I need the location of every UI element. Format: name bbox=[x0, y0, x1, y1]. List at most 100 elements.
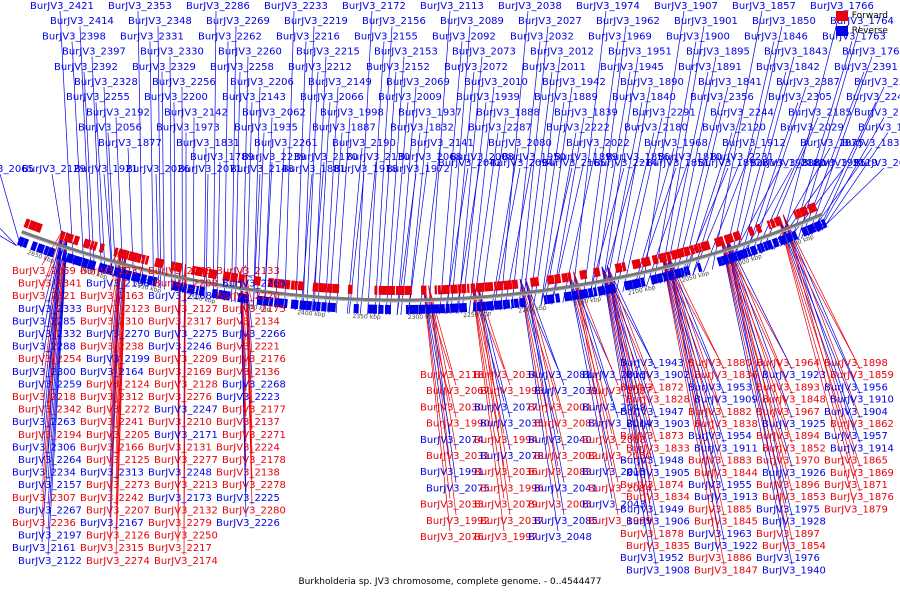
lower-left-gene-label: BurJV3_2333 bbox=[18, 304, 82, 315]
lower-right-gene-label: BurJV3_1844 bbox=[694, 468, 758, 479]
lower-left-gene-label: BurJV3_2164 bbox=[80, 367, 144, 378]
lower-left-gene-label: BurJV3_2210 bbox=[148, 417, 212, 428]
reverse-gene bbox=[378, 305, 383, 314]
reverse-gene-label: BurJV3_1942 bbox=[542, 77, 606, 88]
reverse-gene-label: BurJV3_1839 bbox=[554, 107, 618, 118]
reverse-gene bbox=[418, 305, 425, 314]
map-caption: Burkholderia sp. JV3 chromosome, complet… bbox=[0, 577, 900, 587]
reverse-gene-label: BurJV3_1888 bbox=[476, 107, 540, 118]
reverse-gene-label: BurJV3_1968 bbox=[644, 138, 708, 149]
reverse-gene-label: BurJV3_2065 bbox=[0, 164, 34, 175]
reverse-gene bbox=[368, 305, 377, 314]
reverse-gene-label: BurJV3_2149 bbox=[308, 77, 372, 88]
reverse-gene-label: BurJV3_1962 bbox=[596, 16, 660, 27]
lower-left-gene-label: BurJV3_2169 bbox=[148, 367, 212, 378]
forward-gene bbox=[327, 284, 333, 293]
reverse-gene-label: BurJV3_2320 bbox=[854, 77, 900, 88]
lower-left-gene-label: BurJV3_2313 bbox=[80, 468, 144, 479]
reverse-gene-label: BurJV3_2066 bbox=[300, 92, 364, 103]
reverse-gene-label: BurJV3_2269 bbox=[206, 16, 270, 27]
reverse-gene bbox=[555, 293, 560, 303]
reverse-swatch bbox=[836, 26, 848, 36]
lower-left-gene-label: BurJV3_2226 bbox=[216, 518, 280, 529]
lower-left-gene-label: BurJV3_2131 bbox=[148, 442, 212, 453]
lower-right-gene-label: BurJV3_1903 bbox=[626, 419, 690, 430]
forward-gene bbox=[641, 256, 651, 267]
reverse-gene bbox=[327, 303, 336, 313]
reverse-gene-label: BurJV3_2143 bbox=[222, 92, 286, 103]
lower-left-gene-label: BurJV3_2342 bbox=[18, 405, 82, 416]
reverse-gene-label: BurJV3_1974 bbox=[576, 1, 640, 12]
lower-right-gene-label: BurJV3_1886 bbox=[688, 553, 752, 564]
lower-right-gene-label: BurJV3_1963 bbox=[688, 529, 752, 540]
reverse-gene-label: BurJV3_1831 bbox=[176, 138, 240, 149]
lower-left-gene-label: BurJV3_2213 bbox=[154, 480, 218, 491]
lower-left-gene-label: BurJV3_2310 bbox=[80, 316, 144, 327]
reverse-gene-label: BurJV3_2287 bbox=[468, 123, 532, 134]
reverse-gene-label: BurJV3_1846 bbox=[744, 31, 808, 42]
reverse-gene-label: BurJV3_2113 bbox=[420, 1, 484, 12]
lower-left-gene-label: BurJV3_2134 bbox=[216, 316, 280, 327]
reverse-gene-label: BurJV3_2089 bbox=[440, 16, 504, 27]
lower-left-gene-label: BurJV3_2197 bbox=[18, 531, 82, 542]
lower-left-gene-label: BurJV3_2132 bbox=[154, 505, 218, 516]
forward-gene bbox=[512, 280, 519, 290]
reverse-gene-label: BurJV3_2153 bbox=[374, 47, 438, 58]
lower-left-gene-label: BurJV3_2136 bbox=[216, 367, 280, 378]
reverse-gene-label: BurJV3_1830 bbox=[842, 138, 900, 149]
reverse-gene-label: BurJV3_2291 bbox=[632, 107, 696, 118]
lower-right-gene-label: BurJV3_1922 bbox=[694, 541, 758, 552]
reverse-gene-label: BurJV3_2222 bbox=[546, 123, 610, 134]
scale-tick-label: 2300 kbp bbox=[408, 313, 437, 321]
reverse-gene-label: BurJV3_1973 bbox=[156, 123, 220, 134]
reverse-gene-label: BurJV3_2329 bbox=[132, 62, 196, 73]
reverse-gene-label: BurJV3_2056 bbox=[78, 123, 142, 134]
lower-left-gene-label: BurJV3_2225 bbox=[216, 493, 280, 504]
reverse-gene-label: BurJV3_2072 bbox=[444, 62, 508, 73]
lower-right-gene-label: BurJV3_1859 bbox=[830, 370, 894, 381]
lower-left-gene-label: BurJV3_2207 bbox=[86, 505, 150, 516]
lower-right-gene-label: BurJV3_1878 bbox=[620, 529, 684, 540]
lower-right-gene-label: BurJV3_1835 bbox=[626, 541, 690, 552]
lower-right-gene-label: BurJV3_1885 bbox=[688, 504, 752, 515]
reverse-gene-label: BurJV3_2244 bbox=[710, 107, 774, 118]
reverse-gene-label: BurJV3_1762 bbox=[842, 47, 900, 58]
lower-right-gene-label: BurJV3_1947 bbox=[620, 407, 684, 418]
lower-right-gene-label: BurJV3_1925 bbox=[762, 419, 826, 430]
reverse-connector bbox=[462, 102, 486, 313]
lower-right-gene-label: BurJV3_1967 bbox=[756, 407, 820, 418]
reverse-gene-label: BurJV3_2200 bbox=[144, 92, 208, 103]
lower-left-gene-label: BurJV3_2321 bbox=[12, 291, 76, 302]
reverse-gene bbox=[597, 286, 606, 296]
lower-left-gene-label: BurJV3_2276 bbox=[148, 392, 212, 403]
lower-left-gene-label: BurJV3_2268 bbox=[222, 379, 286, 390]
reverse-gene-label: BurJV3_2141 bbox=[410, 138, 474, 149]
reverse-gene bbox=[459, 303, 467, 312]
lower-left-gene-label: BurJV3_2220 bbox=[216, 291, 280, 302]
reverse-gene-label: BurJV3_2331 bbox=[120, 31, 184, 42]
reverse-gene-label: BurJV3_2305 bbox=[768, 92, 832, 103]
forward-gene bbox=[438, 285, 441, 294]
reverse-gene bbox=[481, 302, 486, 311]
lower-right-gene-label: BurJV3_1871 bbox=[824, 480, 888, 491]
reverse-gene-label: BurJV3_2216 bbox=[276, 31, 340, 42]
forward-gene bbox=[503, 280, 512, 290]
reverse-connector bbox=[469, 87, 494, 313]
lower-right-gene-label: BurJV3_1880 bbox=[688, 358, 752, 369]
scale-tick-label: 2400 kbp bbox=[297, 309, 326, 318]
lower-left-gene-label: BurJV3_2123 bbox=[86, 304, 150, 315]
lower-right-gene-label: BurJV3_1940 bbox=[762, 565, 826, 576]
reverse-gene-label: BurJV3_2185 bbox=[788, 107, 852, 118]
lower-right-gene-label: BurJV3_1852 bbox=[762, 443, 826, 454]
scale-tick-label: 2250 kbp bbox=[463, 310, 492, 319]
reverse-gene bbox=[307, 301, 312, 310]
reverse-gene bbox=[593, 287, 598, 296]
reverse-gene-label: BurJV3_2258 bbox=[210, 62, 274, 73]
lower-right-gene-label: BurJV3_1845 bbox=[694, 517, 758, 528]
forward-gene bbox=[379, 286, 388, 295]
forward-gene bbox=[73, 235, 80, 245]
lower-left-gene-label: BurJV3_2300 bbox=[12, 367, 76, 378]
lower-left-gene-label: BurJV3_2198 bbox=[86, 279, 150, 290]
reverse-gene-label: BurJV3_2414 bbox=[50, 16, 114, 27]
